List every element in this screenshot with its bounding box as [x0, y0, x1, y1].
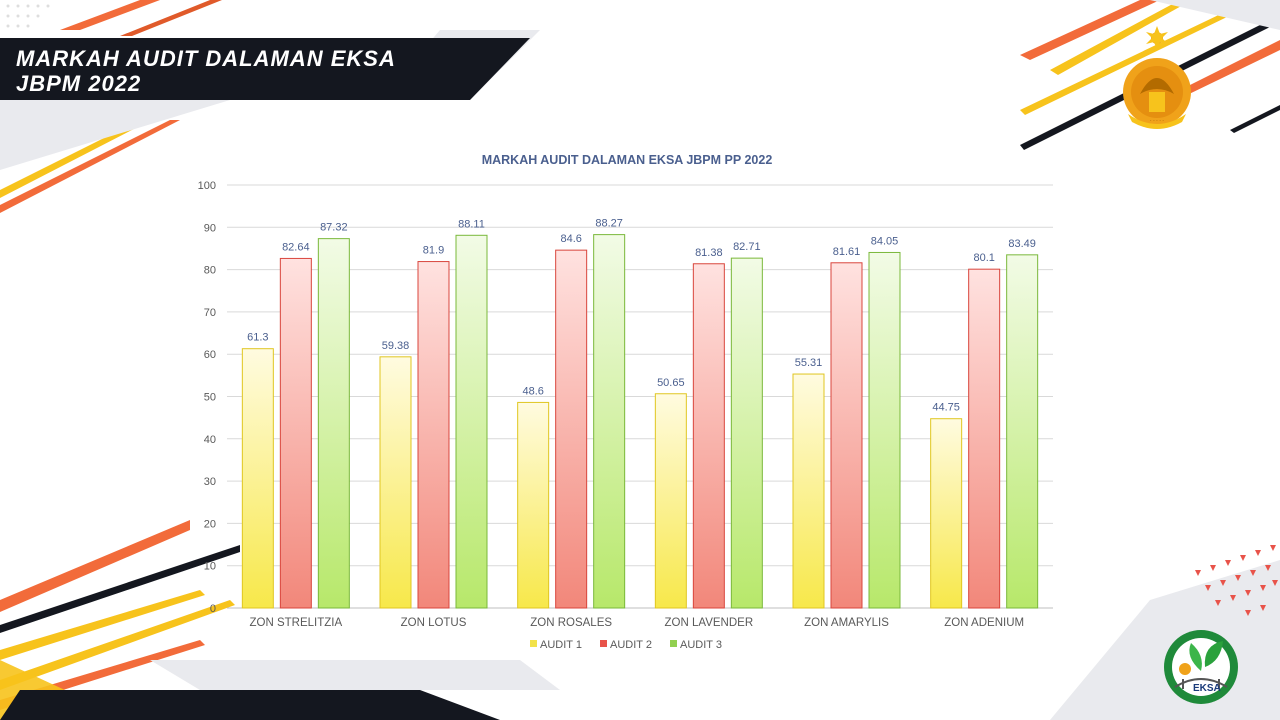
legend-label: AUDIT 3: [680, 639, 722, 651]
legend-swatch: [670, 640, 677, 647]
legend-label: AUDIT 2: [610, 639, 652, 651]
bar-audit-1: [517, 401, 550, 609]
svg-text:· · · · ·: · · · · ·: [1150, 118, 1164, 124]
bar-audit-1: [379, 356, 412, 609]
y-tick-label: 80: [204, 265, 216, 277]
bar-chart: MARKAH AUDIT DALAMAN EKSA JBPM PP 2022 0…: [198, 153, 1053, 651]
x-tick-label: ZON ADENIUM: [944, 617, 1024, 629]
x-axis-ticks: ZON STRELITZIA ZON LOTUS ZON ROSALES ZON LA…: [250, 617, 1025, 629]
legend: AUDIT 1 AUDIT 2 AUDIT 3: [530, 639, 722, 651]
y-tick-label: 70: [204, 307, 216, 319]
data-label: 84.05: [871, 235, 899, 247]
x-tick-label: ZON AMARYLIS: [804, 617, 889, 629]
bar-audit-3: [868, 251, 901, 609]
bomba-emblem-logo: · · · · ·: [1123, 26, 1191, 129]
data-label: 55.31: [795, 357, 823, 369]
bar-audit-3: [593, 234, 626, 609]
legend-swatch: [530, 640, 537, 647]
data-label: 88.11: [458, 218, 485, 230]
x-tick-label: ZON LAVENDER: [665, 617, 754, 629]
y-tick-label: 10: [204, 561, 216, 573]
y-axis-ticks: 0 10 20 30 40 50 60 70 80 90 100: [198, 180, 216, 615]
data-label: 81.38: [695, 247, 723, 259]
y-tick-label: 50: [204, 392, 216, 404]
data-label: 44.75: [932, 402, 960, 414]
y-tick-label: 60: [204, 349, 216, 361]
header-bar: [0, 38, 530, 100]
data-label: 48.6: [522, 385, 543, 397]
data-label: 59.38: [382, 340, 410, 352]
data-label: 83.49: [1008, 238, 1036, 250]
bar-audit-2: [968, 268, 1001, 609]
data-label: 82.71: [733, 241, 761, 253]
gridlines: [227, 184, 1053, 609]
bar-audit-3: [730, 257, 763, 609]
data-label: 61.3: [247, 332, 268, 344]
bar-audit-2: [692, 263, 725, 609]
bar-audit-1: [792, 373, 825, 609]
bar-audit-2: [279, 257, 312, 609]
y-tick-label: 0: [210, 603, 216, 615]
legend-label: AUDIT 1: [540, 639, 582, 651]
bars: 61.3 82.64 87.32 59.38 81.9 88.11 48.6 84.6 88.2…: [241, 218, 1039, 609]
bar-audit-3: [317, 238, 350, 609]
data-label: 82.64: [282, 241, 310, 253]
data-label: 81.9: [423, 245, 444, 257]
y-tick-label: 30: [204, 476, 216, 488]
x-tick-label: ZON ROSALES: [530, 617, 612, 629]
y-tick-label: 90: [204, 222, 216, 234]
data-label: 87.32: [320, 222, 348, 234]
page-title: MARKAH AUDIT DALAMAN EKSA JBPM 2022: [16, 46, 396, 96]
bar-audit-2: [555, 249, 588, 609]
data-label: 50.65: [657, 377, 685, 389]
data-label: 88.27: [595, 218, 623, 230]
x-tick-label: ZON LOTUS: [401, 617, 467, 629]
y-tick-label: 100: [198, 180, 216, 192]
bar-audit-2: [417, 261, 450, 609]
y-tick-label: 40: [204, 434, 216, 446]
bar-audit-1: [241, 348, 274, 609]
x-tick-label: ZON STRELITZIA: [250, 617, 343, 629]
bar-audit-1: [930, 418, 963, 609]
eksa-logo: [1164, 630, 1238, 704]
bar-audit-1: [654, 393, 687, 609]
data-label: 84.6: [560, 233, 581, 245]
bar-audit-3: [455, 234, 488, 609]
data-label: 80.1: [973, 252, 994, 264]
y-tick-label: 20: [204, 518, 216, 530]
chart-title: MARKAH AUDIT DALAMAN EKSA JBPM PP 2022: [482, 153, 773, 167]
eksa-logo-label: EKSA: [1193, 683, 1221, 694]
legend-swatch: [600, 640, 607, 647]
bar-audit-3: [1006, 254, 1039, 609]
data-label: 81.61: [833, 246, 861, 258]
bar-audit-2: [830, 262, 863, 609]
